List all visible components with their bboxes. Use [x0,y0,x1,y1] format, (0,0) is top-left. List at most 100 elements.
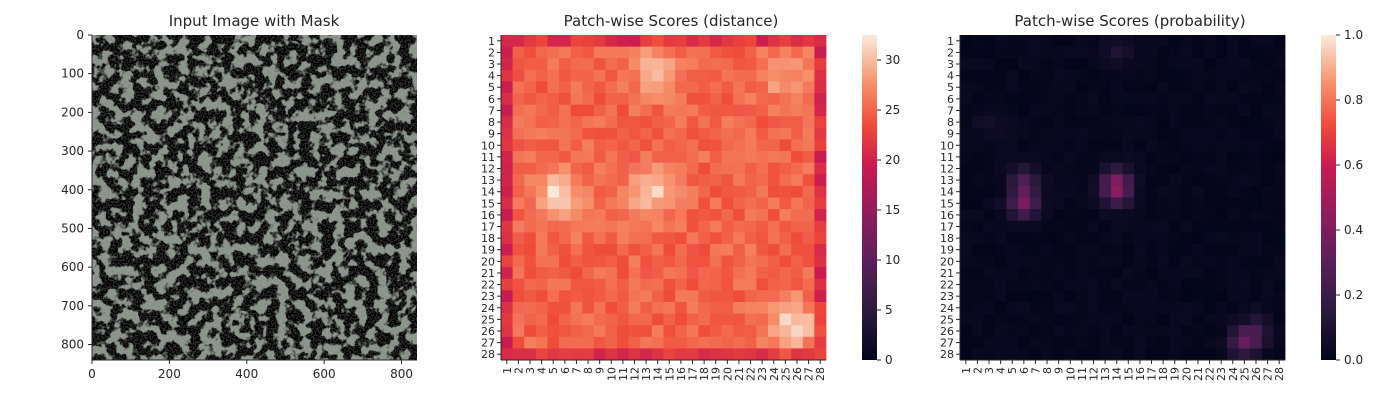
heatmap-cell [570,255,583,268]
heatmap-cell [651,301,664,314]
heatmap-cell [1203,290,1216,303]
col-tick-label: 11 [617,367,630,381]
col-tick-label: 16 [675,367,688,381]
heatmap-cell [1087,313,1100,326]
col-tick-label: 18 [698,367,711,381]
heatmap-cell [686,209,699,222]
heatmap-cell [983,348,996,361]
heatmap-cell [617,46,630,59]
heatmap-cell [547,46,560,59]
row-tick-label: 28 [940,348,954,361]
heatmap-cell [1261,139,1274,152]
heatmap-cell [1203,197,1216,210]
heatmap-cell [960,301,973,314]
heatmap-cell [617,58,630,71]
heatmap-cell [593,301,606,314]
heatmap-cell [1215,290,1228,303]
heatmap-cell [1064,243,1077,256]
heatmap-cell [1145,139,1158,152]
heatmap-cell [698,255,711,268]
row-tick-label: 16 [481,209,495,222]
heatmap-cell [1180,81,1193,94]
heatmap-cell [994,255,1007,268]
heatmap-cell [1122,278,1135,291]
heatmap-cell [570,301,583,314]
heatmap-cell [1157,325,1170,338]
heatmap-cell [1273,336,1286,349]
heatmap-cell [675,162,688,175]
heatmap-cell [802,58,815,71]
heatmap-cell [1110,232,1123,245]
heatmap-cell [733,209,746,222]
heatmap-cell [559,325,572,338]
heatmap-cell [1238,290,1251,303]
heatmap-cell [512,104,525,117]
heatmap-cell [559,174,572,187]
heatmap-cell [1192,290,1205,303]
heatmap-cell [1041,185,1054,198]
heatmap-cell [721,93,734,106]
heatmap-cell [756,46,769,59]
heatmap-cell [582,185,595,198]
heatmap-cell [698,69,711,82]
heatmap-cell [1226,220,1239,233]
heatmap-cell [1099,301,1112,314]
heatmap-cell [983,162,996,175]
heatmap-cell [1192,255,1205,268]
heatmap-cell [1099,127,1112,140]
heatmap-cell [756,104,769,117]
heatmap-cell [1018,336,1031,349]
heatmap-cell [559,35,572,48]
heatmap-cell [617,104,630,117]
heatmap-cell [582,174,595,187]
heatmap-cell [709,209,722,222]
heatmap-cell [756,162,769,175]
heatmap-cell [582,58,595,71]
heatmap-cell [1087,220,1100,233]
heatmap-cell [1238,336,1251,349]
heatmap-cell [960,58,973,71]
heatmap-cell [802,81,815,94]
heatmap-cell [1018,185,1031,198]
row-tick-label: 4 [947,70,954,83]
heatmap-cell [1157,162,1170,175]
col-tick-label: 17 [687,367,700,381]
heatmap-cell [802,35,815,48]
heatmap-cell [1203,162,1216,175]
heatmap-cell [1215,35,1228,48]
heatmap-cell [1226,185,1239,198]
heatmap-cell [709,348,722,361]
heatmap-cell [1157,104,1170,117]
col-tick-label: 6 [1018,367,1031,374]
heatmap-cell [814,348,827,361]
heatmap-cell [1134,151,1147,164]
heatmap-cell [1226,104,1239,117]
heatmap-cell [663,81,676,94]
heatmap-cell [1110,93,1123,106]
heatmap-cell [814,267,827,280]
row-tick-label: 26 [481,325,495,338]
heatmap-cell [709,139,722,152]
heatmap-cell [1087,151,1100,164]
heatmap-cell [1006,209,1019,222]
heatmap-cell [1250,46,1263,59]
heatmap-cell [512,267,525,280]
heatmap-cell [709,127,722,140]
heatmap-cell [983,197,996,210]
row-tick-label: 18 [940,232,954,245]
heatmap-cell [994,220,1007,233]
heatmap-cell [675,185,688,198]
heatmap-cell [1064,232,1077,245]
heatmap-cell [1250,174,1263,187]
heatmap-cell [570,116,583,129]
heatmap-cell [1203,69,1216,82]
heatmap-cell [971,81,984,94]
heatmap-cell [675,243,688,256]
heatmap-cell [617,232,630,245]
heatmap-cell [802,69,815,82]
heatmap-cell [1099,325,1112,338]
heatmap-cell [1041,267,1054,280]
heatmap-cell [686,243,699,256]
heatmap-cell [1273,174,1286,187]
heatmap-cell [605,232,618,245]
